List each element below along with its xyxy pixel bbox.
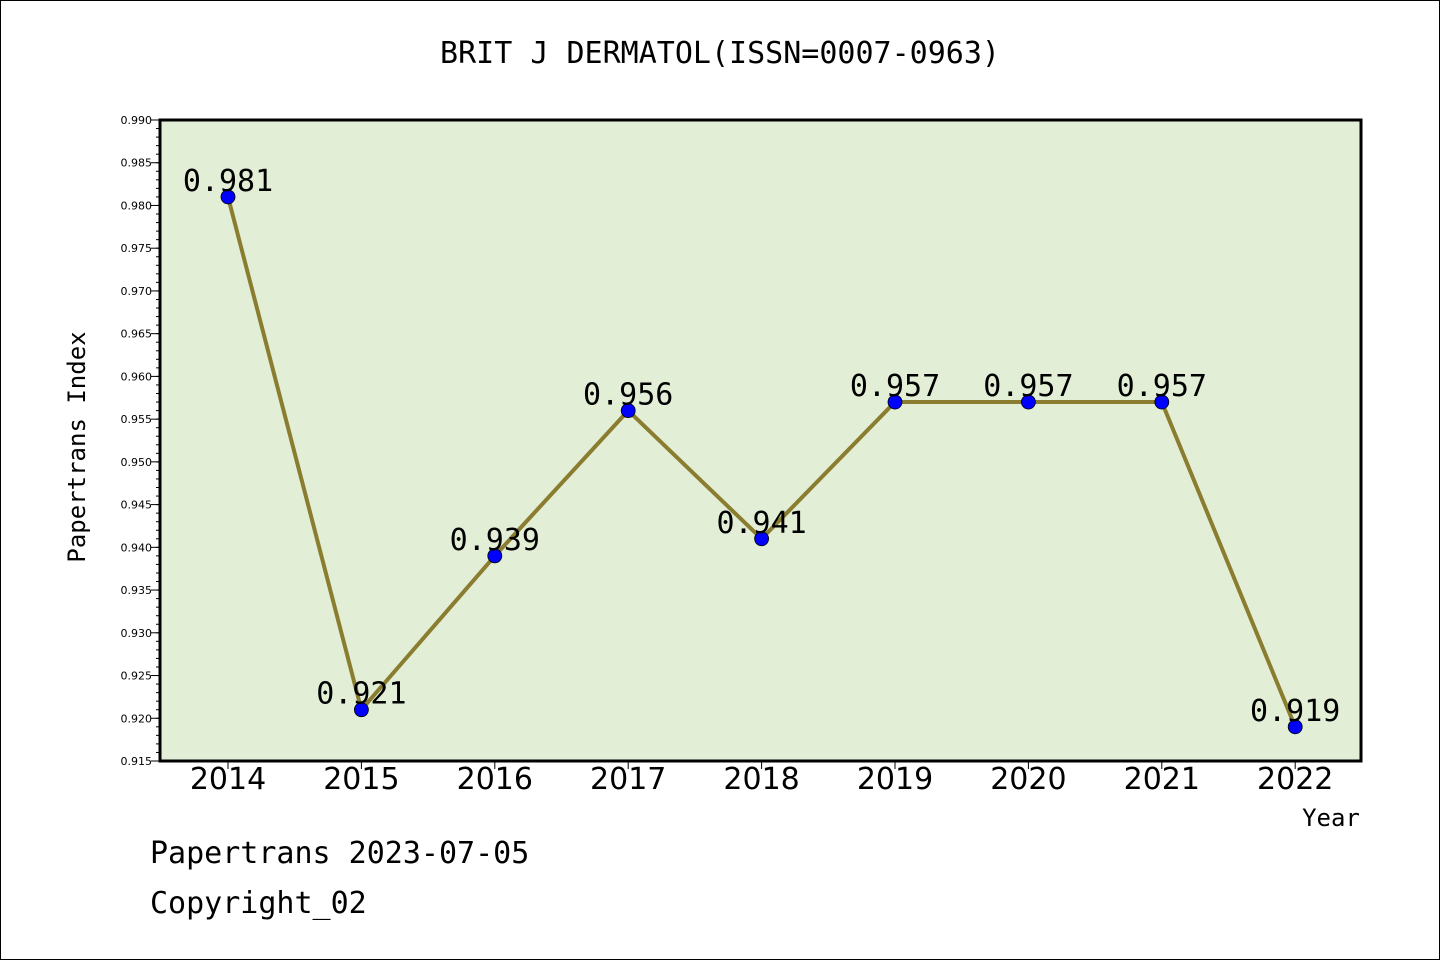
- y-tick-label: 0.915: [121, 755, 153, 768]
- data-point: [887, 394, 903, 410]
- data-label: 0.957: [850, 369, 940, 404]
- x-tick-label: 2022: [1257, 762, 1333, 797]
- x-tick-label: 2018: [723, 762, 799, 797]
- data-point: [1154, 394, 1170, 410]
- x-tick-label: 2015: [323, 762, 399, 797]
- y-tick-label: 0.970: [121, 285, 153, 298]
- data-label: 0.921: [316, 677, 406, 712]
- y-tick-label: 0.945: [121, 499, 153, 512]
- data-label: 0.957: [1117, 369, 1207, 404]
- y-tick-label: 0.930: [121, 627, 153, 640]
- x-tick-label: 2016: [457, 762, 533, 797]
- chart-title: BRIT J DERMATOL(ISSN=0007-0963): [440, 36, 1000, 71]
- footer-date: Papertrans 2023-07-05: [150, 836, 530, 871]
- y-tick-label: 0.980: [121, 199, 153, 212]
- data-point: [487, 548, 503, 564]
- data-label: 0.939: [450, 523, 540, 558]
- y-tick-label: 0.960: [121, 370, 153, 383]
- footer-copyright: Copyright_02: [150, 886, 367, 921]
- y-tick-label: 0.940: [121, 541, 153, 554]
- y-tick-label: 0.950: [121, 456, 153, 469]
- data-point: [353, 702, 369, 718]
- data-point: [1287, 719, 1303, 735]
- x-tick-label: 2021: [1124, 762, 1200, 797]
- y-tick-label: 0.935: [121, 584, 153, 597]
- y-tick-label: 0.920: [121, 712, 153, 725]
- x-tick-label: 2020: [990, 762, 1066, 797]
- y-tick-label: 0.955: [121, 413, 153, 426]
- plot-border: [158, 118, 1363, 763]
- data-label: 0.981: [183, 164, 273, 199]
- y-tick-label: 0.990: [121, 114, 153, 127]
- data-point: [220, 189, 236, 205]
- x-tick-label: 2014: [190, 762, 266, 797]
- y-tick-label: 0.925: [121, 670, 153, 683]
- data-point: [620, 403, 636, 418]
- data-point: [1021, 394, 1036, 410]
- y-axis-label: Papertrans Index: [63, 331, 91, 562]
- x-tick-label: 2017: [590, 762, 666, 797]
- plot-area: [160, 120, 1361, 761]
- data-label: 0.956: [583, 378, 673, 413]
- data-label: 0.941: [716, 506, 806, 541]
- data-point: [754, 531, 769, 547]
- y-tick-label: 0.965: [121, 328, 153, 341]
- data-label: 0.919: [1250, 694, 1340, 729]
- x-axis-label: Year: [1302, 804, 1360, 832]
- x-tick-label: 2019: [857, 762, 933, 797]
- y-tick-label: 0.985: [121, 157, 153, 170]
- data-label: 0.957: [983, 369, 1073, 404]
- y-tick-label: 0.975: [121, 242, 153, 255]
